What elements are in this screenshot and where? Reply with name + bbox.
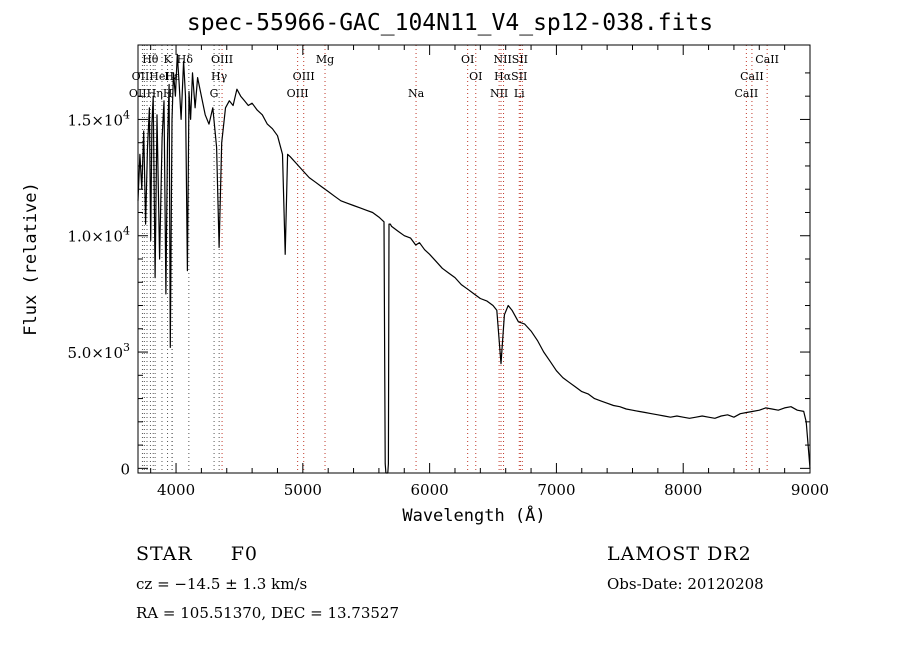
redshift-label: cz = −14.5 ± 1.3 km/s <box>136 575 308 593</box>
spectral-line-label: Na <box>408 87 425 100</box>
x-tick-label: 8000 <box>664 481 702 499</box>
spectral-line-label: HαSII <box>494 70 527 83</box>
x-tick-label: 4000 <box>157 481 195 499</box>
spectral-line-label: OIII <box>211 53 233 66</box>
y-axis-label: Flux (relative) <box>21 182 41 336</box>
spectral-line-label: Hγ <box>211 70 228 83</box>
spectral-line-label: Hθ <box>142 53 159 66</box>
y-tick-label: 5.0×103 <box>67 341 130 362</box>
spectral-line-label: G <box>210 87 219 100</box>
x-tick-label: 9000 <box>791 481 829 499</box>
y-tick-label: 0 <box>120 460 130 478</box>
chart-title: spec-55966-GAC_104N11_V4_sp12-038.fits <box>186 10 714 36</box>
spectral-line-label: OIII <box>293 70 315 83</box>
spectral-line-label: OI <box>461 53 474 66</box>
spectral-line-label: CaII <box>755 53 779 66</box>
y-tick-label: 1.0×104 <box>67 225 130 246</box>
coordinates-label: RA = 105.51370, DEC = 13.73527 <box>136 604 400 622</box>
spectral-line-label: K <box>164 53 173 66</box>
plot-frame <box>137 44 811 474</box>
spectral-line-label: OI <box>469 70 482 83</box>
spectral-line-label: OIII <box>287 87 309 100</box>
spectral-line-label: NII <box>490 87 508 100</box>
y-tick-label: 1.5×104 <box>67 108 130 129</box>
obs-date-label: Obs-Date: 20120208 <box>607 575 764 593</box>
spectral-line-label: CaII <box>740 70 764 83</box>
x-tick-label: 7000 <box>537 481 575 499</box>
spectral-line-label: NIISII <box>493 53 528 66</box>
object-class: STAR F0 <box>136 543 258 565</box>
x-tick-label: 5000 <box>284 481 322 499</box>
x-axis-label: Wavelength (Å) <box>402 504 545 526</box>
spectral-line-label: CaII <box>735 87 759 100</box>
spectral-line-label: Mg <box>316 53 334 66</box>
survey-label: LAMOST DR2 <box>607 543 752 565</box>
object-class-label: STAR <box>136 543 193 565</box>
spectral-line-label: OIIHeI <box>132 70 170 83</box>
spectral-line-label: Li <box>514 87 525 100</box>
spectral-line-label: Hδ <box>177 53 194 66</box>
x-tick-label: 6000 <box>411 481 449 499</box>
object-subclass-label: F0 <box>230 543 258 565</box>
spectral-line-label: OIIHηH <box>129 87 172 100</box>
spectrum-line <box>137 53 811 474</box>
spectral-line-label: Hε <box>164 70 180 83</box>
